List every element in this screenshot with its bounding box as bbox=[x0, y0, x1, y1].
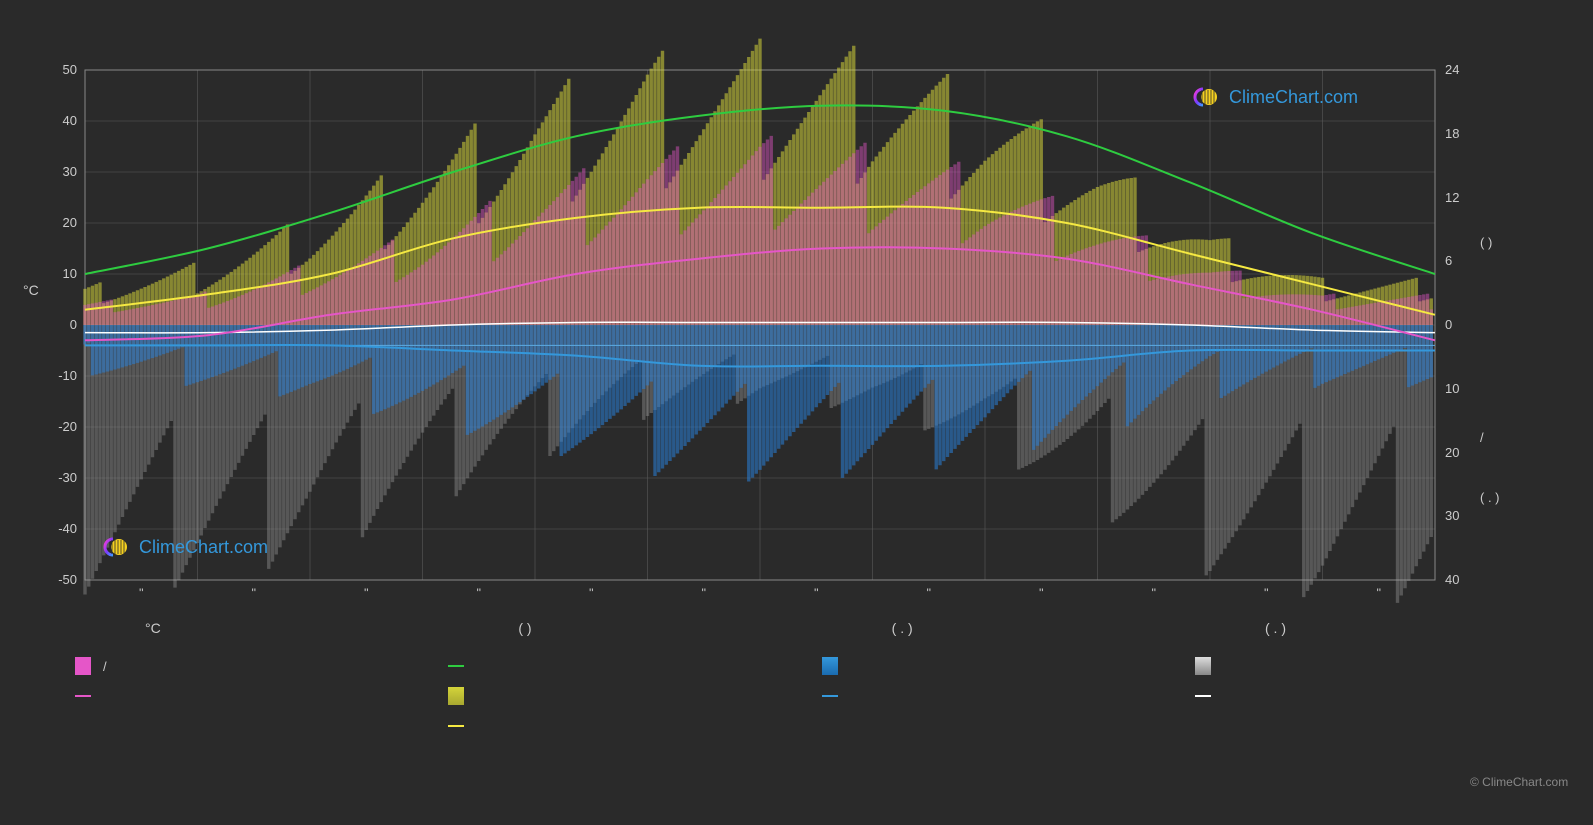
y-tick-right: 12 bbox=[1445, 190, 1485, 205]
legend-header: ( ) bbox=[448, 620, 748, 638]
legend-item bbox=[1195, 686, 1495, 706]
y-tick-left: 40 bbox=[37, 113, 77, 128]
y-tick-right: 0 bbox=[1445, 317, 1485, 332]
y-tick-left: -30 bbox=[37, 470, 77, 485]
legend-column: ( . ) bbox=[822, 620, 1122, 736]
y-tick-right: 10 bbox=[1445, 381, 1485, 396]
x-tick: '' bbox=[364, 586, 369, 600]
y-tick-left: 10 bbox=[37, 266, 77, 281]
legend-header: ( . ) bbox=[1195, 620, 1495, 638]
y-tick-left: 20 bbox=[37, 215, 77, 230]
right-axis-paren: ( . ) bbox=[1480, 490, 1520, 505]
y-tick-right: 18 bbox=[1445, 126, 1485, 141]
legend-swatch-bar bbox=[448, 687, 464, 705]
watermark: ClimeChart.com bbox=[95, 535, 268, 559]
legend-item bbox=[448, 686, 748, 706]
legend-item bbox=[822, 686, 1122, 706]
x-tick: '' bbox=[701, 586, 706, 600]
watermark: ClimeChart.com bbox=[1185, 85, 1358, 109]
legend-item bbox=[75, 686, 375, 706]
legend-swatch-line bbox=[75, 695, 91, 697]
legend-swatch-line bbox=[822, 695, 838, 697]
y-tick-right: 6 bbox=[1445, 253, 1485, 268]
x-tick: '' bbox=[589, 586, 594, 600]
legend-swatch-line bbox=[448, 665, 464, 667]
y-tick-left: 50 bbox=[37, 62, 77, 77]
watermark-text: ClimeChart.com bbox=[1229, 87, 1358, 108]
legend-item bbox=[1195, 656, 1495, 676]
y-tick-left: 0 bbox=[37, 317, 77, 332]
legend-column: °C / bbox=[75, 620, 375, 736]
right-axis-paren: / bbox=[1480, 430, 1520, 445]
y-tick-right: 20 bbox=[1445, 445, 1485, 460]
legend-swatch-line bbox=[448, 725, 464, 727]
legend-column: ( . ) bbox=[1195, 620, 1495, 736]
y-tick-right: 30 bbox=[1445, 508, 1485, 523]
legend-swatch-bar bbox=[75, 657, 91, 675]
watermark-text: ClimeChart.com bbox=[139, 537, 268, 558]
x-tick: '' bbox=[1264, 586, 1269, 600]
x-tick: '' bbox=[139, 586, 144, 600]
climechart-logo-icon bbox=[95, 535, 133, 559]
legend-label: / bbox=[103, 659, 107, 674]
chart-container: °C 50 40 30 20 10 0 -10 -20 -30 -40 -50 24 18 12 6 0 10… bbox=[0, 0, 1593, 825]
legend-item bbox=[448, 716, 748, 736]
left-axis-label: °C bbox=[23, 282, 39, 298]
y-tick-left: -40 bbox=[37, 521, 77, 536]
legend-header: ( . ) bbox=[822, 620, 1122, 638]
x-tick: '' bbox=[926, 586, 931, 600]
x-tick: '' bbox=[814, 586, 819, 600]
y-tick-left: -50 bbox=[37, 572, 77, 587]
x-tick: '' bbox=[251, 586, 256, 600]
x-tick: '' bbox=[1151, 586, 1156, 600]
y-tick-left: -20 bbox=[37, 419, 77, 434]
climechart-logo-icon bbox=[1185, 85, 1223, 109]
legend: °C / ( ) ( . ) ( . ) bbox=[75, 620, 1495, 736]
y-tick-right: 24 bbox=[1445, 62, 1485, 77]
y-tick-left: -10 bbox=[37, 368, 77, 383]
legend-item: / bbox=[75, 656, 375, 676]
copyright: © ClimeChart.com bbox=[1470, 775, 1568, 789]
legend-swatch-line bbox=[1195, 695, 1211, 697]
y-tick-right: 40 bbox=[1445, 572, 1485, 587]
legend-column: ( ) bbox=[448, 620, 748, 736]
x-tick: '' bbox=[1376, 586, 1381, 600]
legend-swatch-bar bbox=[822, 657, 838, 675]
y-tick-left: 30 bbox=[37, 164, 77, 179]
x-tick: '' bbox=[1039, 586, 1044, 600]
legend-swatch-bar bbox=[1195, 657, 1211, 675]
x-tick: '' bbox=[476, 586, 481, 600]
right-axis-paren: ( ) bbox=[1480, 235, 1520, 250]
legend-item bbox=[822, 656, 1122, 676]
legend-header: °C bbox=[75, 620, 375, 638]
legend-item bbox=[448, 656, 748, 676]
